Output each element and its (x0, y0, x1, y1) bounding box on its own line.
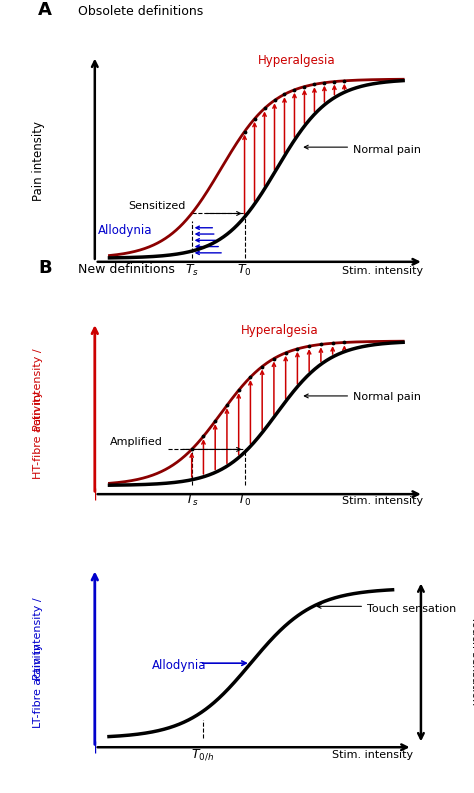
Text: Obsolete definitions: Obsolete definitions (78, 6, 203, 18)
Text: HT-fibre activity: HT-fibre activity (33, 390, 44, 479)
Text: Stim. intensity: Stim. intensity (342, 266, 423, 276)
Text: Hyperalgesia: Hyperalgesia (241, 324, 319, 336)
Text: Allodynia: Allodynia (152, 659, 206, 672)
Text: B: B (38, 259, 52, 277)
Text: Pain intensity: Pain intensity (32, 121, 45, 201)
Text: Touch sensation: Touch sensation (470, 615, 474, 705)
Text: Sensitized: Sensitized (128, 201, 186, 211)
Text: Amplified: Amplified (109, 437, 162, 447)
Text: Stim. intensity: Stim. intensity (332, 749, 413, 760)
Text: New definitions: New definitions (78, 262, 175, 276)
Text: $T_0$: $T_0$ (237, 263, 252, 278)
Text: Stim. intensity: Stim. intensity (342, 496, 423, 506)
Text: LT-fibre activity: LT-fibre activity (33, 643, 44, 728)
Text: Pain intensity /: Pain intensity / (33, 349, 44, 431)
Text: A: A (38, 2, 52, 20)
Text: $T_s$: $T_s$ (185, 493, 199, 508)
Text: Allodynia: Allodynia (98, 224, 153, 237)
Text: $T_s$: $T_s$ (185, 263, 199, 278)
Text: Touch sensation: Touch sensation (367, 604, 456, 615)
Text: Normal pain: Normal pain (353, 393, 421, 402)
Text: $T_0$: $T_0$ (237, 493, 252, 508)
Text: $T_{0/h}$: $T_{0/h}$ (191, 748, 214, 762)
Text: Hyperalgesia: Hyperalgesia (257, 54, 335, 67)
Text: Pain intensity /: Pain intensity / (33, 598, 44, 680)
Text: Normal pain: Normal pain (353, 144, 421, 155)
